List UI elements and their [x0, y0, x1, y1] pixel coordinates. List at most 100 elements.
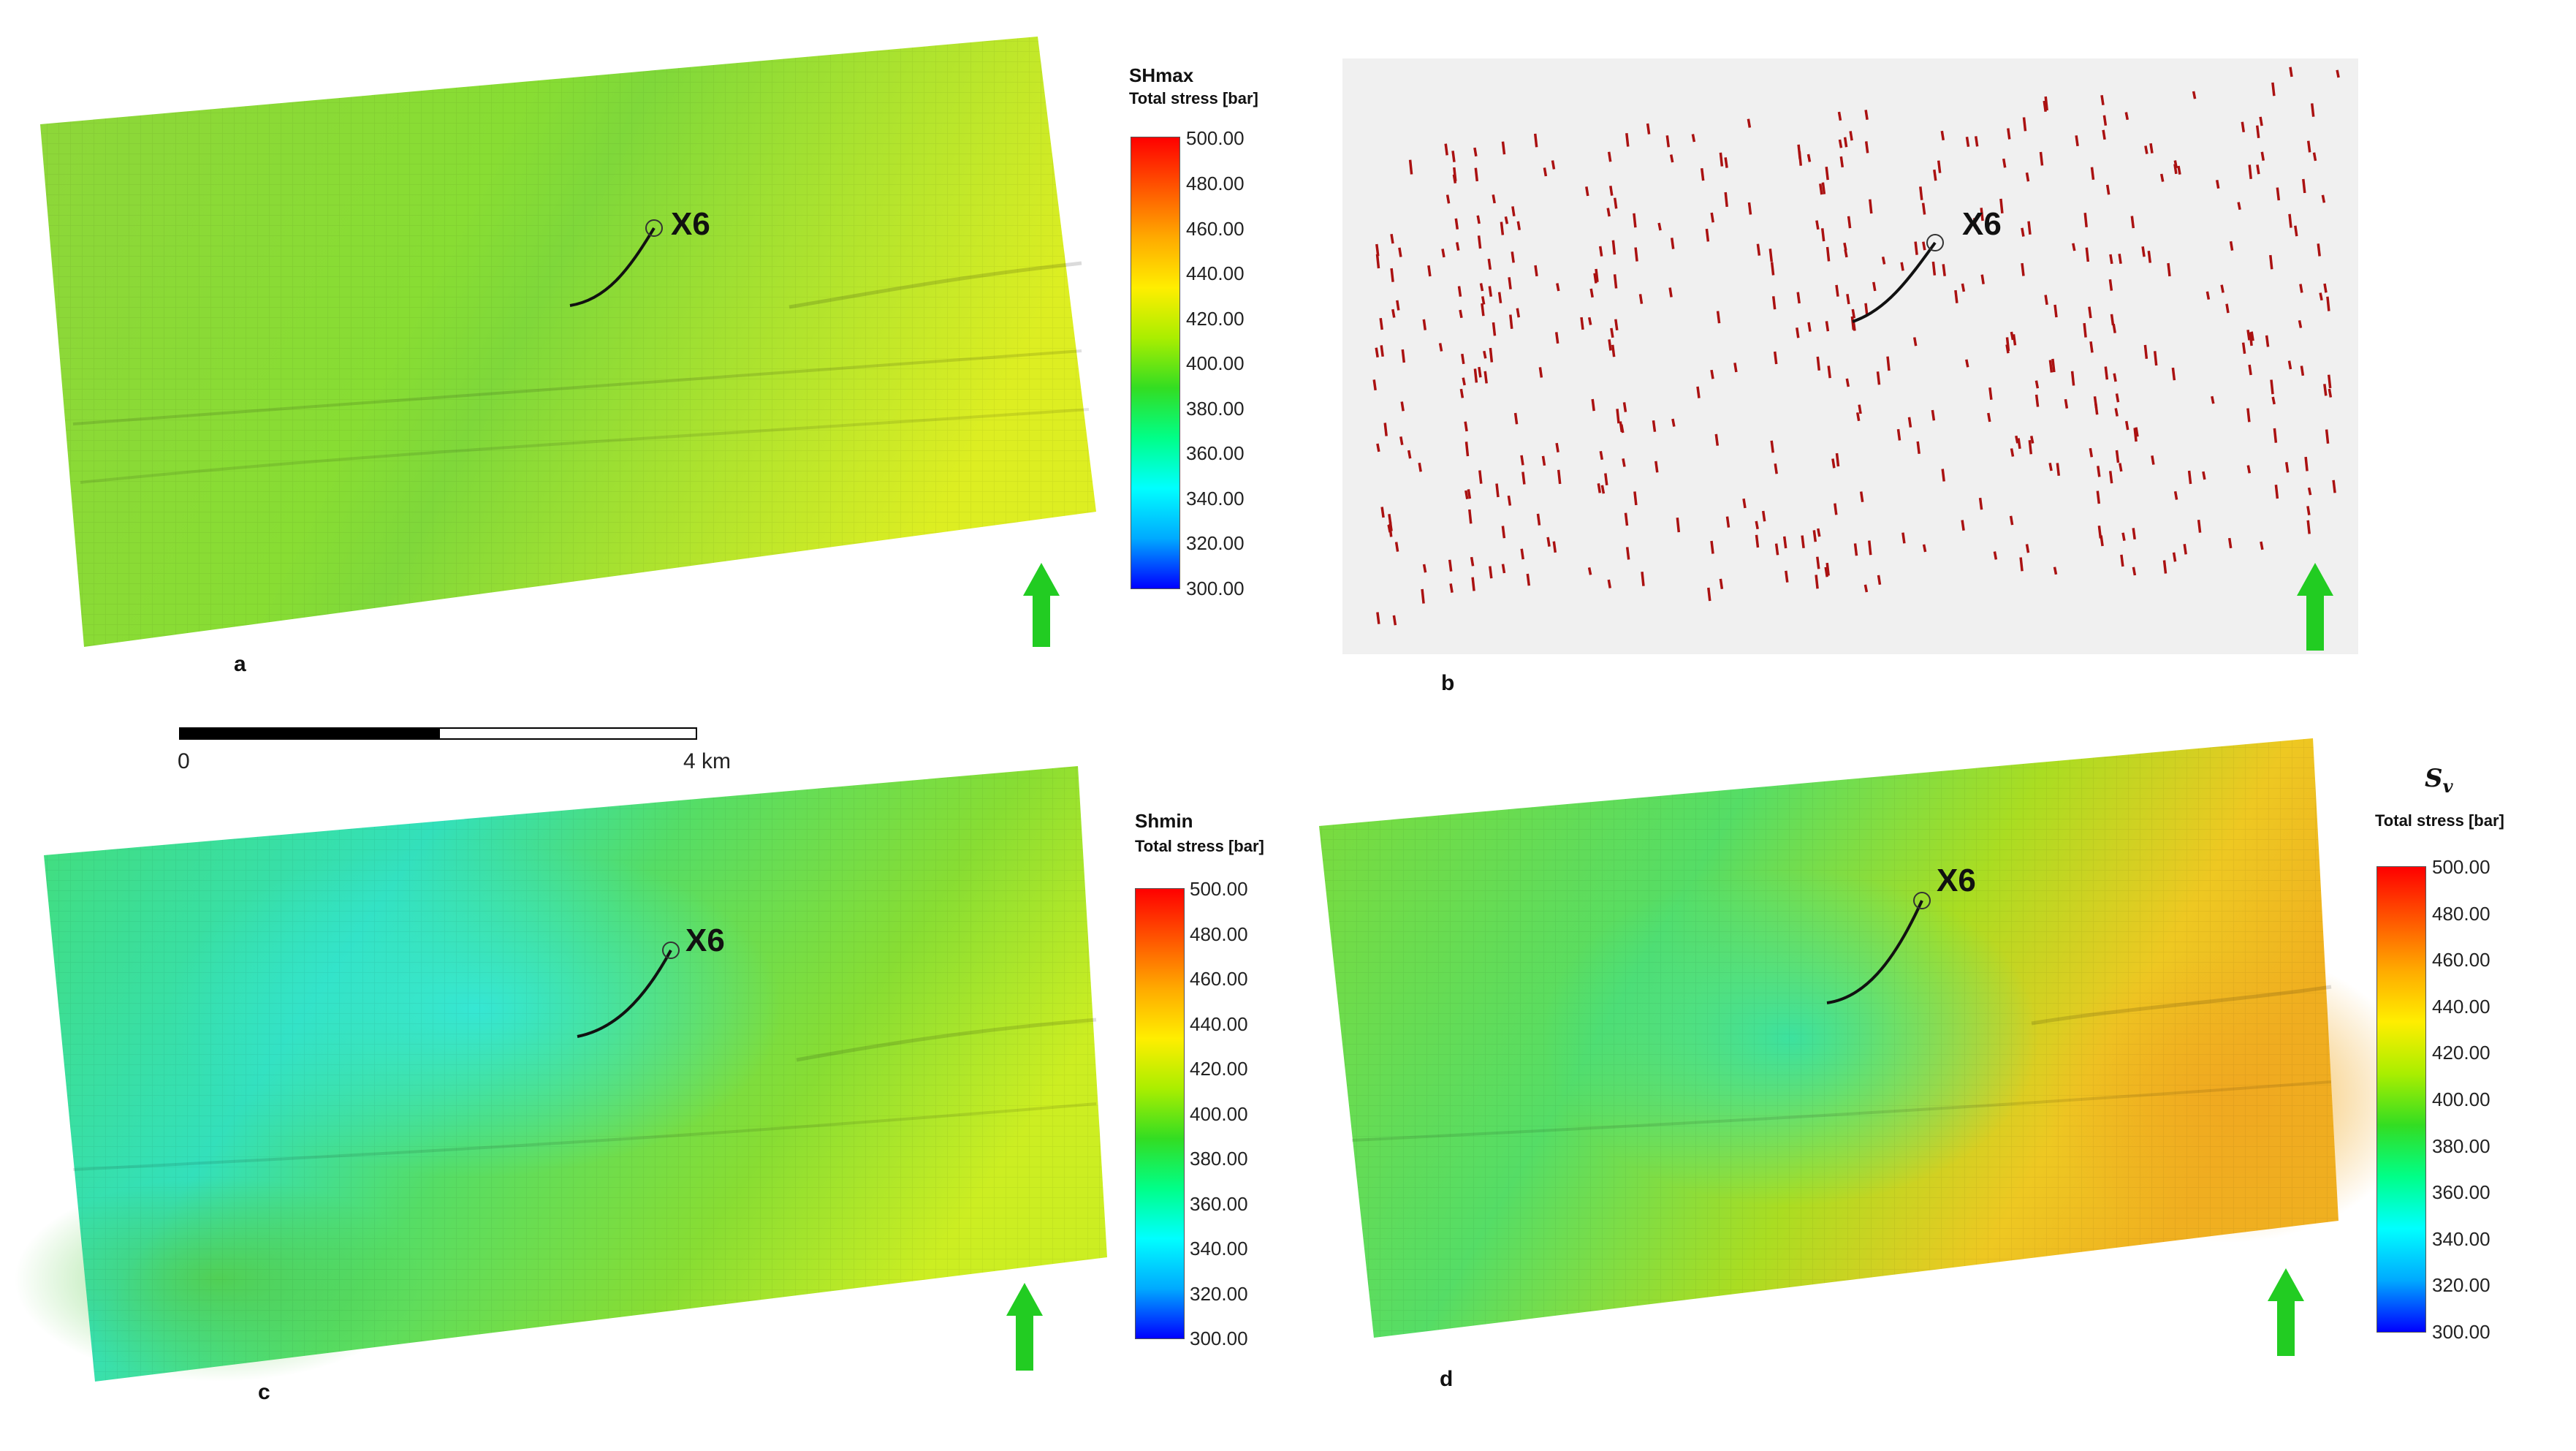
- stress-tick: [1846, 294, 1850, 305]
- stress-tick: [1554, 332, 1559, 344]
- stress-tick: [1488, 286, 1493, 298]
- stress-tick: [1877, 575, 1882, 586]
- stress-tick: [2130, 216, 2135, 229]
- stress-tick: [1394, 542, 1399, 552]
- stress-tick: [2085, 247, 2090, 262]
- stress-tick: [2119, 463, 2123, 472]
- stress-tick: [2202, 471, 2206, 480]
- stress-tick: [2248, 164, 2252, 179]
- stress-tick: [2187, 470, 2192, 485]
- stress-tick: [1376, 612, 1380, 624]
- well-trajectory-a: [569, 227, 656, 307]
- stress-tick: [1922, 544, 1927, 553]
- stress-tick: [1536, 513, 1541, 526]
- stress-tick: [2241, 121, 2246, 132]
- tick-a-380: 380.00: [1186, 398, 1245, 420]
- stress-tick: [1613, 274, 1618, 289]
- stress-tick: [1441, 249, 1445, 258]
- stress-tick: [1489, 347, 1494, 363]
- stress-tick: [1853, 543, 1858, 556]
- scale-bar-end-label: 4 km: [683, 749, 732, 773]
- stress-tick: [1591, 398, 1595, 412]
- stress-tick: [1599, 450, 1604, 461]
- stress-tick: [1863, 584, 1869, 593]
- stress-tick: [2326, 296, 2330, 311]
- stress-tick: [1508, 277, 1512, 289]
- stress-tick: [1379, 317, 1383, 330]
- tick-d-500: 500.00: [2432, 856, 2490, 878]
- stress-tick: [1459, 309, 1463, 319]
- stress-tick: [2287, 360, 2292, 370]
- stress-tick: [1511, 251, 1515, 263]
- stress-tick: [1965, 359, 1969, 368]
- stress-tick: [1598, 246, 1603, 257]
- stress-tick: [1492, 194, 1496, 204]
- stress-tick: [1391, 308, 1396, 318]
- stress-tick: [1587, 317, 1592, 325]
- stress-tick: [1470, 556, 1475, 567]
- stress-tick: [1375, 243, 1380, 257]
- stress-tick: [1468, 509, 1473, 524]
- tick-a-440: 440.00: [1186, 262, 1245, 284]
- stress-tick: [1980, 208, 1984, 221]
- stress-tick: [1858, 404, 1862, 414]
- stress-tick: [2096, 490, 2101, 504]
- stress-tick: [2124, 112, 2129, 121]
- stress-tick: [1807, 322, 1812, 332]
- stress-tick: [1770, 440, 1774, 453]
- tick-c-300: 300.00: [1190, 1327, 1248, 1349]
- stress-tick: [2088, 306, 2092, 319]
- stress-tick: [1900, 262, 1904, 271]
- stress-tick: [2323, 283, 2328, 293]
- stress-tick: [2017, 438, 2021, 450]
- stress-tick: [2025, 544, 2030, 553]
- stress-tick: [1388, 514, 1392, 525]
- tick-a-320: 320.00: [1186, 532, 1245, 554]
- stress-tick: [1912, 337, 1918, 346]
- colorbar-d: [2376, 866, 2426, 1333]
- stress-tick: [1438, 343, 1443, 352]
- stress-tick: [1427, 265, 1432, 277]
- stress-tick: [1399, 436, 1404, 446]
- stress-tick: [2211, 395, 2215, 404]
- north-arrow-a: [1023, 563, 1060, 647]
- stress-tick: [1457, 286, 1462, 298]
- legend-title-d: Sv: [2425, 764, 2453, 797]
- stress-tick: [1922, 241, 1926, 251]
- stress-tick: [2274, 485, 2279, 499]
- stress-tick: [2083, 322, 2087, 338]
- stress-tick: [1481, 303, 1485, 317]
- legend-subtitle-c: Total stress [bar]: [1135, 837, 1264, 855]
- scale-bar-start-label: 0: [178, 749, 190, 773]
- stress-tick: [2120, 554, 2124, 567]
- legend-title-d-sub: v: [2442, 775, 2453, 797]
- well-head-c: [662, 942, 680, 959]
- stress-tick: [1961, 283, 1966, 292]
- stress-tick: [2070, 371, 2075, 386]
- stress-tick: [1768, 249, 1774, 262]
- stress-tick: [1633, 491, 1638, 506]
- stress-tick: [1507, 495, 1512, 506]
- stress-tick: [1881, 256, 1886, 265]
- stress-tick: [2173, 490, 2178, 500]
- well-trajectory-b: [1852, 241, 1937, 323]
- tick-c-480: 480.00: [1190, 923, 1248, 945]
- stress-tick: [1747, 202, 1752, 215]
- stress-tick: [2273, 428, 2278, 443]
- stress-tick: [1471, 577, 1475, 591]
- stress-tick: [1555, 442, 1559, 452]
- stress-tick: [1546, 537, 1551, 547]
- stress-tick: [1600, 485, 1606, 494]
- tick-c-400: 400.00: [1190, 1103, 1248, 1125]
- stress-tick: [2288, 213, 2292, 228]
- tick-d-380: 380.00: [2432, 1135, 2490, 1157]
- stress-tick: [2100, 94, 2105, 105]
- stress-tick: [1614, 319, 1619, 331]
- stress-tick: [1821, 182, 1826, 194]
- stress-tick: [1937, 160, 1942, 173]
- stress-tick: [1761, 510, 1766, 522]
- stress-tick: [2220, 284, 2224, 293]
- stress-tick: [1459, 388, 1464, 398]
- stress-tick: [1422, 564, 1427, 573]
